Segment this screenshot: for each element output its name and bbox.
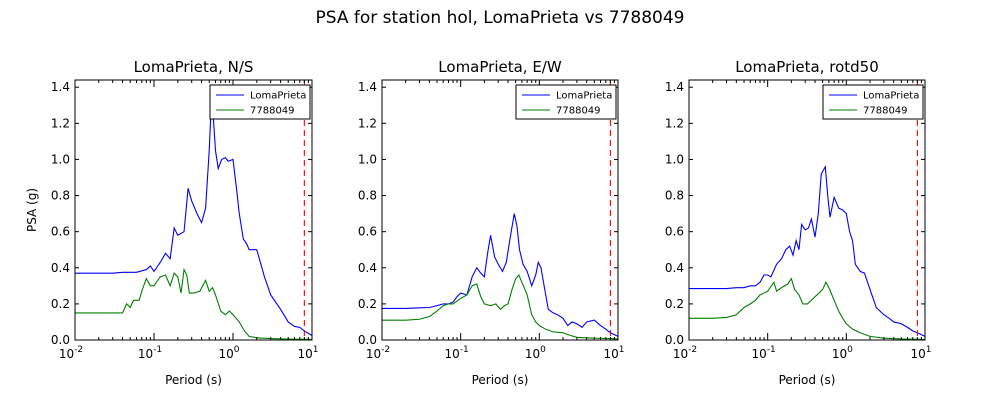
chart-panel-3: LomaPrieta, rotd50 0.0 0.2 0.4 0.6 0.8 1.0 1.2 1… (665, 58, 932, 387)
x-tick-label: 100 (525, 345, 546, 361)
series-line-7788049 (382, 273, 618, 340)
x-axis-label: Period (s) (165, 373, 222, 387)
x-tick-label: 10-1 (752, 345, 776, 361)
chart-panel-2: LomaPrieta, E/W 0.0 0.2 0.4 0.6 0.8 1.0 1.2 1.4 1… (358, 58, 625, 387)
y-tick-label: 0.6 (665, 225, 684, 239)
axes-frame (74, 79, 313, 341)
panel-title: LomaPrieta, E/W (438, 58, 562, 76)
x-tick-label: 101 (297, 345, 318, 361)
x-tick-label: 101 (910, 345, 931, 361)
panel-title: LomaPrieta, rotd50 (735, 58, 879, 76)
x-tick-label: 101 (603, 345, 624, 361)
axes-frame (688, 79, 926, 341)
y-tick-label: 1.0 (51, 152, 70, 166)
y-tick-label: 1.4 (665, 80, 684, 94)
y-tick-label: 0.0 (665, 333, 684, 347)
legend-entry: LomaPrieta (863, 91, 919, 102)
legend-box (822, 84, 924, 120)
x-tick-label: 10-2 (59, 345, 83, 361)
legend: LomaPrieta 7788049 (209, 84, 311, 120)
y-tick-label: 1.2 (358, 116, 377, 130)
legend-entry: 7788049 (863, 106, 908, 117)
y-tick-label: 0.4 (358, 261, 377, 275)
x-axis-label: Period (s) (472, 373, 529, 387)
series-line-lomaprieta (689, 164, 925, 337)
x-tick-label: 10-1 (445, 345, 469, 361)
legend-entry: LomaPrieta (250, 91, 306, 102)
y-tick-label: 0.2 (358, 297, 377, 311)
axes-frame (381, 79, 619, 341)
y-tick-label: 1.2 (51, 116, 70, 130)
x-tick-label: 10-2 (673, 345, 697, 361)
y-tick-label: 1.4 (358, 80, 377, 94)
x-tick-label: 10-1 (138, 345, 162, 361)
legend-entry: LomaPrieta (556, 91, 612, 102)
legend-entry: 7788049 (250, 106, 295, 117)
y-tick-label: 0.2 (665, 297, 684, 311)
series-line-7788049 (75, 267, 312, 340)
legend-box (209, 84, 311, 120)
y-tick-label: 0.4 (665, 261, 684, 275)
y-tick-label: 0.6 (51, 225, 70, 239)
y-tick-label: 0.8 (51, 189, 70, 203)
y-tick-label: 1.0 (665, 152, 684, 166)
y-tick-label: 0.0 (51, 333, 70, 347)
y-tick-label: 0.4 (51, 261, 70, 275)
chart-panel-1: LomaPrieta, N/S 0.0 0.2 0.4 0.6 0.8 1.0 1.2 1.4 1… (25, 58, 319, 387)
y-tick-label: 1.0 (358, 152, 377, 166)
legend: LomaPrieta 7788049 (822, 84, 924, 120)
y-tick-label: 0.8 (665, 189, 684, 203)
y-tick-label: 0.2 (51, 297, 70, 311)
legend: LomaPrieta 7788049 (515, 84, 617, 120)
y-tick-label: 0.0 (358, 333, 377, 347)
x-tick-label: 100 (832, 345, 853, 361)
legend-box (515, 84, 617, 120)
y-tick-label: 1.4 (51, 80, 70, 94)
x-tick-label: 100 (218, 345, 239, 361)
y-tick-label: 1.2 (665, 116, 684, 130)
y-tick-label: 0.6 (358, 225, 377, 239)
legend-entry: 7788049 (556, 106, 601, 117)
series-line-7788049 (689, 277, 925, 340)
panel-title: LomaPrieta, N/S (134, 58, 254, 76)
y-tick-label: 0.8 (358, 189, 377, 203)
x-tick-label: 10-2 (366, 345, 390, 361)
series-line-lomaprieta (382, 213, 618, 337)
figure-suptitle: PSA for station hol, LomaPrieta vs 77880… (316, 8, 685, 28)
x-axis-label: Period (s) (779, 373, 836, 387)
y-axis-label: PSA (g) (25, 188, 39, 232)
series-line-lomaprieta (75, 105, 312, 336)
